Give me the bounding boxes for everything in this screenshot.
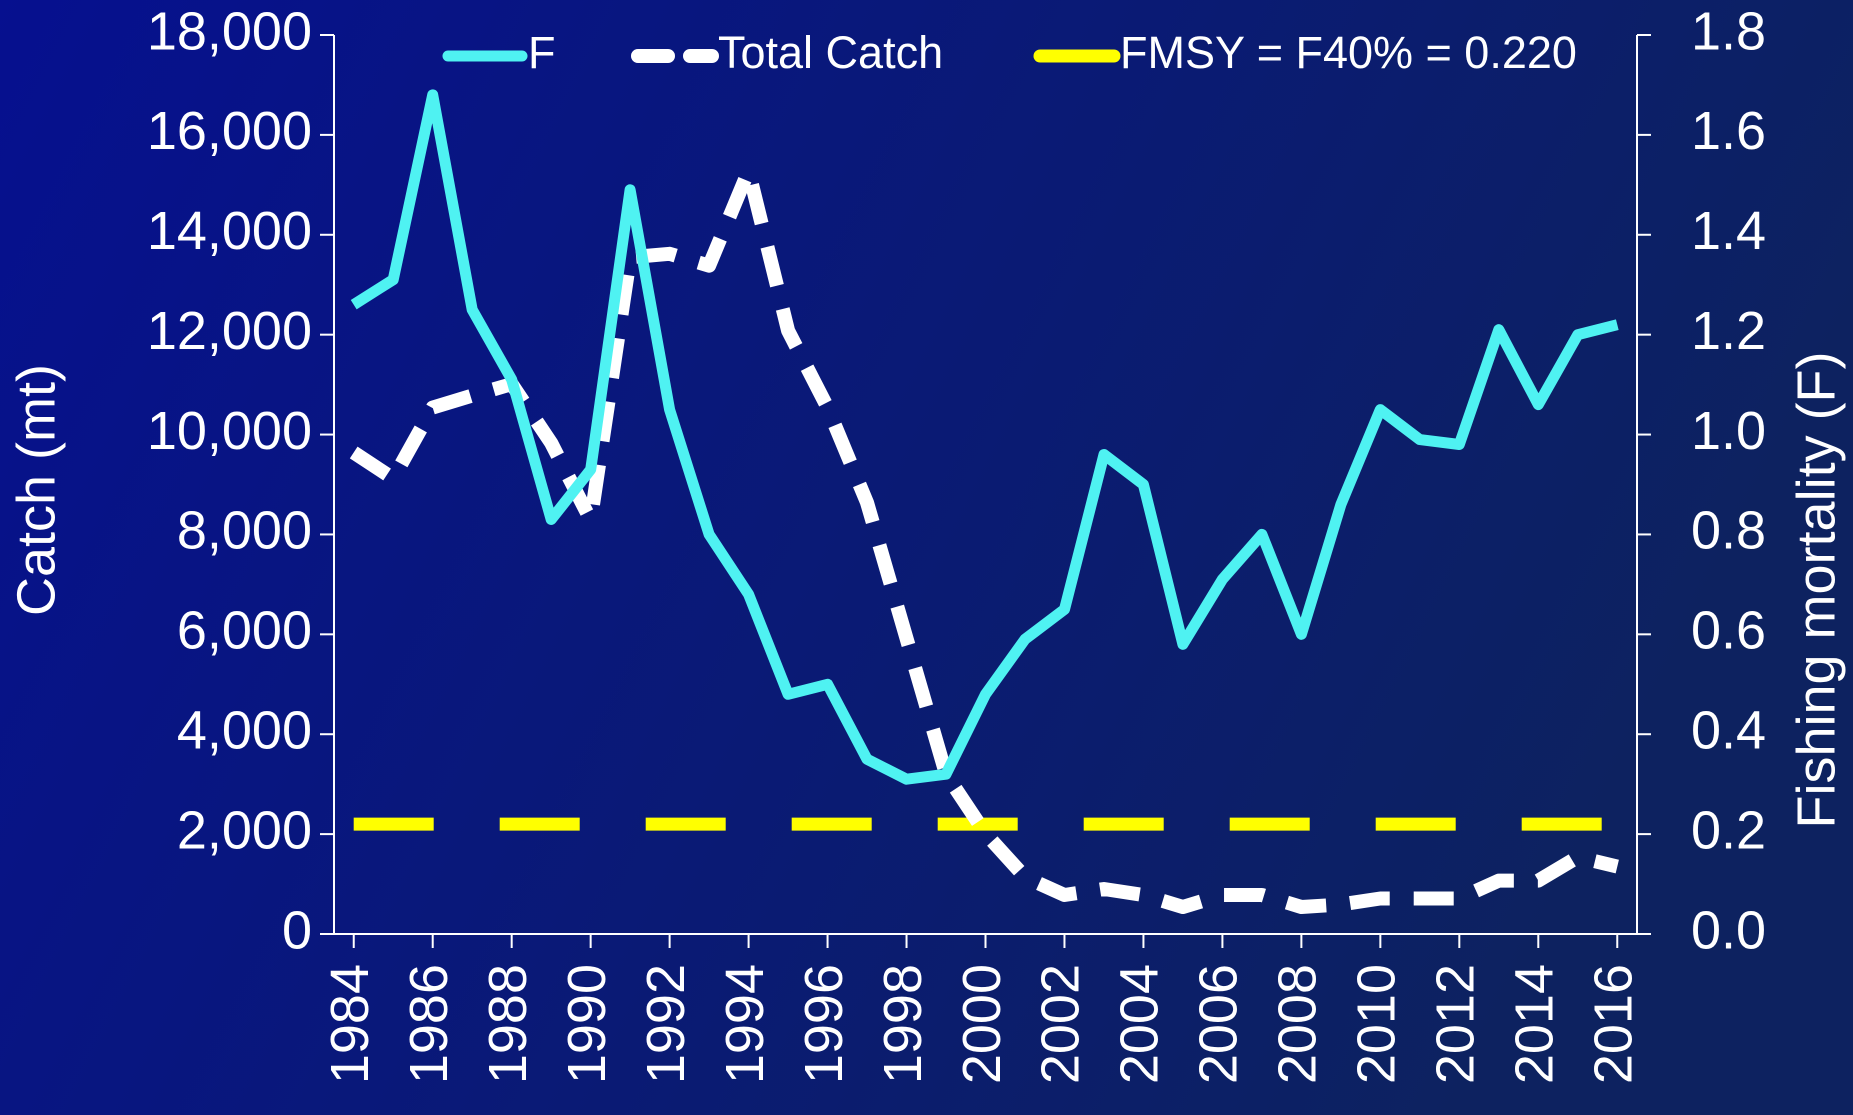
legend-label: Total Catch	[718, 27, 943, 78]
x-tick-label: 2004	[1110, 964, 1170, 1084]
y2-tick-label: 1.6	[1691, 101, 1766, 161]
y2-tick-label: 0.2	[1691, 800, 1766, 860]
x-tick-label: 2000	[952, 964, 1012, 1084]
y-tick-label: 2,000	[177, 800, 312, 860]
y2-tick-label: 1.0	[1691, 401, 1766, 461]
x-tick-label: 1986	[399, 964, 459, 1084]
y-tick-label: 18,000	[147, 1, 312, 61]
x-tick-label: 1996	[794, 964, 854, 1084]
y2-tick-label: 0.4	[1691, 700, 1766, 760]
x-tick-label: 2002	[1031, 964, 1091, 1084]
y-tick-label: 4,000	[177, 700, 312, 760]
series-line	[350, 89, 1619, 785]
x-tick-label: 1998	[873, 964, 933, 1084]
x-tick-label: 2006	[1189, 964, 1249, 1084]
x-tick-label: 1992	[636, 964, 696, 1084]
y-tick-label: 0	[282, 900, 312, 960]
y-tick-label: 10,000	[147, 401, 312, 461]
x-tick-label: 2010	[1347, 964, 1407, 1084]
legend-label: F	[528, 27, 556, 78]
y2-tick-label: 0.0	[1691, 900, 1766, 960]
y-axis-title: Catch (mt)	[6, 364, 66, 616]
y2-tick-label: 1.4	[1691, 201, 1766, 261]
x-tick-label: 2016	[1584, 964, 1644, 1084]
y2-tick-label: 0.8	[1691, 501, 1766, 561]
legend-label: FMSY = F40% = 0.220	[1120, 27, 1577, 78]
y-tick-label: 12,000	[147, 301, 312, 361]
y-tick-label: 6,000	[177, 601, 312, 661]
x-tick-label: 2012	[1426, 964, 1486, 1084]
y-tick-label: 16,000	[147, 101, 312, 161]
x-tick-label: 2008	[1268, 964, 1328, 1084]
x-tick-label: 2014	[1505, 964, 1565, 1084]
x-tick-label: 1994	[715, 964, 775, 1084]
y-tick-label: 8,000	[177, 501, 312, 561]
y2-tick-label: 1.8	[1691, 1, 1766, 61]
y2-axis-title: Fishing mortality (F)	[1786, 351, 1846, 828]
y2-tick-label: 0.6	[1691, 601, 1766, 661]
x-tick-label: 1984	[320, 964, 380, 1084]
x-tick-label: 1988	[478, 964, 538, 1084]
y2-tick-label: 1.2	[1691, 301, 1766, 361]
y-tick-label: 14,000	[147, 201, 312, 261]
x-tick-label: 1990	[557, 964, 617, 1084]
